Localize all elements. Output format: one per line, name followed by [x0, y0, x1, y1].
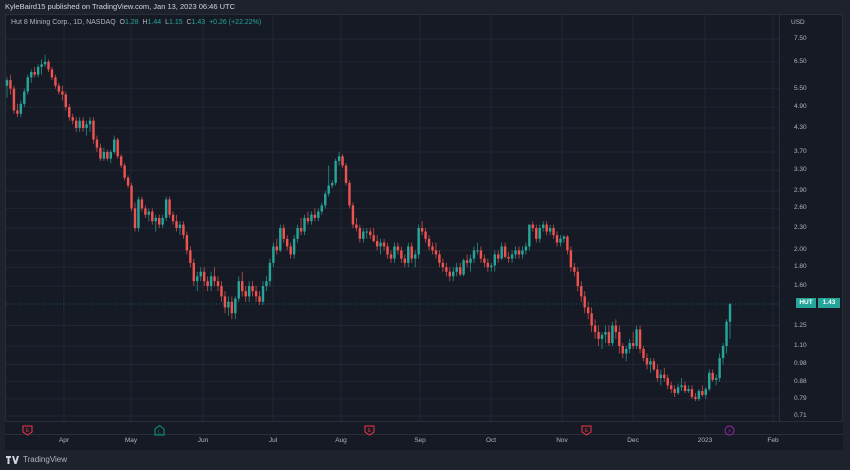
price-tick-label: 1.25 [794, 321, 807, 329]
price-axis[interactable]: USD [780, 14, 843, 422]
price-tick-label: 1.60 [794, 282, 807, 290]
time-tick-label: Sep [414, 437, 426, 444]
time-tick-label: Jun [197, 437, 209, 444]
price-tick-label: 2.30 [794, 224, 807, 232]
price-tick-label: 1.80 [794, 263, 807, 271]
time-tick-label: Oct [485, 437, 497, 444]
open-value: 1.28 [125, 19, 139, 26]
earnings-event-icon[interactable]: E [364, 423, 375, 436]
symbol-tag: HUT [796, 298, 816, 308]
earnings-event-icon[interactable]: E [22, 423, 33, 436]
svg-text:E: E [26, 428, 30, 434]
price-tick-label: 6.50 [794, 57, 807, 65]
symbol-legend: Hut 8 Mining Corp., 1D, NASDAQ O1.28 H1.… [11, 19, 261, 26]
split-event-icon[interactable]: ⚡ [724, 423, 735, 436]
currency-label: USD [791, 19, 805, 26]
tradingview-logo[interactable]: TradingView [6, 455, 67, 464]
close-value: 1.43 [191, 19, 206, 26]
time-tick-label: Nov [556, 437, 568, 444]
open-label: O [119, 19, 125, 26]
price-tick-label: 0.79 [794, 394, 807, 402]
publisher-text: KyleBaird15 published on TradingView.com… [5, 2, 236, 11]
svg-text:E: E [585, 428, 589, 434]
high-label: H [142, 19, 148, 26]
change-value: +0.26 (+22.22%) [209, 19, 262, 26]
price-tick-label: 7.50 [794, 35, 807, 42]
price-tick-label: 2.60 [794, 204, 807, 212]
symbol-description: Hut 8 Mining Corp., 1D, NASDAQ [11, 19, 116, 26]
time-axis[interactable] [5, 422, 843, 450]
tv-logo-icon [6, 455, 19, 464]
price-tick-label: 0.88 [794, 377, 807, 385]
dividend-event-icon[interactable]: L [154, 423, 165, 436]
time-tick-label: Feb [767, 437, 779, 444]
svg-text:L: L [158, 430, 161, 436]
price-tick-label: 3.70 [794, 147, 807, 155]
brand-label: TradingView [23, 455, 68, 464]
last-price-tag: 1.43 [818, 298, 840, 308]
price-tick-label: 0.71 [794, 412, 807, 419]
low-label: L [165, 19, 169, 26]
time-tick-label: Jul [268, 437, 278, 444]
time-tick-label: May [124, 437, 138, 444]
price-tick-label: 2.90 [794, 186, 807, 194]
high-value: 1.44 [147, 19, 162, 26]
low-value: 1.15 [169, 19, 183, 26]
price-tick-label: 3.30 [794, 166, 807, 174]
price-tick-label: 0.98 [794, 360, 807, 368]
price-tick-label: 4.30 [794, 123, 807, 131]
svg-text:⚡: ⚡ [727, 428, 731, 435]
time-tick-label: Aug [335, 437, 347, 444]
price-tick-label: 2.00 [794, 246, 807, 254]
price-tick-label: 1.10 [794, 341, 807, 349]
close-label: C [186, 19, 192, 26]
time-tick-label: Apr [58, 437, 70, 444]
time-tick-label: 2023 [697, 437, 713, 444]
earnings-event-icon[interactable]: E [581, 423, 592, 436]
time-tick-label: Dec [627, 437, 639, 444]
svg-text:E: E [368, 428, 372, 434]
time-axis-divider [5, 434, 843, 435]
price-tick-label: 4.90 [794, 103, 807, 111]
publisher-bar: KyleBaird15 published on TradingView.com… [0, 0, 850, 14]
price-tick-label: 5.50 [794, 84, 807, 92]
